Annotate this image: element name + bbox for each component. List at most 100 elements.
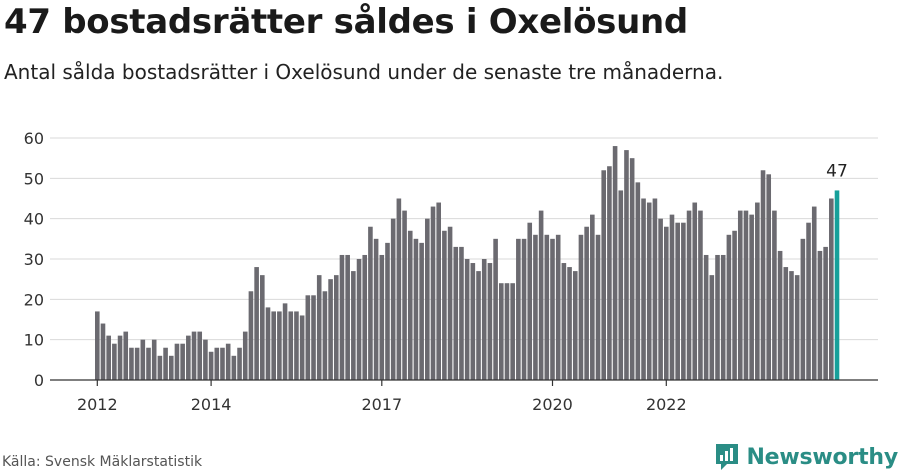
y-tick-label: 40 (24, 210, 44, 229)
bar (481, 259, 487, 380)
bar (766, 174, 772, 380)
bar (777, 250, 783, 380)
bar (646, 202, 652, 380)
bar (413, 238, 419, 380)
bar (783, 267, 789, 380)
newsworthy-logo-icon (716, 444, 739, 470)
chart-title: 47 bostadsrätter såldes i Oxelösund (4, 2, 688, 42)
bar (368, 226, 373, 380)
bar (516, 238, 521, 380)
bar (265, 307, 271, 380)
bar (703, 254, 709, 380)
bar (134, 347, 140, 380)
bar (277, 311, 282, 380)
bar (237, 347, 242, 380)
bar (584, 226, 589, 380)
bar (618, 190, 624, 380)
bar (607, 166, 612, 380)
bar (288, 311, 294, 380)
bar (271, 311, 276, 380)
bar (550, 238, 555, 380)
bar (95, 311, 100, 380)
bar (168, 355, 174, 380)
x-tick-label: 2022 (646, 395, 687, 414)
bar (345, 254, 350, 380)
latest-value-label: 47 (826, 161, 848, 181)
bar (117, 335, 123, 380)
bar (333, 275, 339, 380)
bar (311, 295, 316, 380)
bar (299, 315, 305, 380)
bar (328, 279, 333, 380)
bar (743, 210, 749, 380)
bar (464, 259, 470, 380)
bar (129, 347, 134, 380)
bar (641, 198, 646, 380)
bar (498, 283, 504, 380)
bar (829, 198, 834, 380)
bar (470, 263, 476, 380)
bar (561, 263, 567, 380)
bar (493, 238, 498, 380)
bar (635, 182, 641, 380)
bar (260, 275, 265, 380)
x-tick-label: 2020 (532, 395, 573, 414)
bar (789, 271, 794, 380)
bar (595, 234, 601, 380)
bar (772, 210, 777, 380)
bar (425, 218, 430, 380)
bar (578, 234, 584, 380)
bar (720, 254, 726, 380)
bar (686, 210, 692, 380)
bar (629, 158, 635, 380)
bar (601, 170, 607, 380)
bar (709, 275, 715, 380)
bar (191, 331, 197, 380)
bar (430, 206, 436, 380)
bar (567, 267, 572, 380)
bar (555, 234, 561, 380)
bar (208, 351, 214, 380)
bar (186, 335, 191, 380)
bar (737, 210, 743, 380)
bar (379, 254, 385, 380)
bar (407, 230, 413, 380)
y-tick-label: 50 (24, 169, 44, 188)
bar (197, 331, 203, 380)
x-tick-label: 2014 (191, 395, 232, 414)
bar (811, 206, 817, 380)
bar (254, 267, 259, 380)
bar (590, 214, 595, 380)
bar (755, 202, 760, 380)
bar (220, 347, 225, 380)
bar (675, 222, 680, 380)
bar (106, 335, 111, 380)
bar (157, 355, 163, 380)
bar (692, 202, 698, 380)
bar (715, 254, 720, 380)
bar (225, 343, 231, 380)
bar (146, 347, 151, 380)
bar (760, 170, 766, 380)
bar (658, 218, 663, 380)
x-tick-label: 2012 (77, 395, 118, 414)
bar (459, 246, 464, 380)
bar (544, 234, 550, 380)
bar (373, 238, 379, 380)
bar (100, 323, 106, 380)
bar (806, 222, 811, 380)
bar (151, 339, 157, 380)
bar (698, 210, 703, 380)
bar (390, 218, 396, 380)
bar (123, 331, 129, 380)
bar (800, 238, 806, 380)
bar (174, 343, 180, 380)
bar (419, 242, 424, 380)
bar (817, 250, 823, 380)
chart-subtitle: Antal sålda bostadsrätter i Oxelösund un… (4, 60, 724, 84)
y-tick-label: 60 (24, 129, 44, 148)
bar (664, 226, 669, 380)
bar (442, 230, 447, 380)
y-tick-label: 20 (24, 290, 44, 309)
